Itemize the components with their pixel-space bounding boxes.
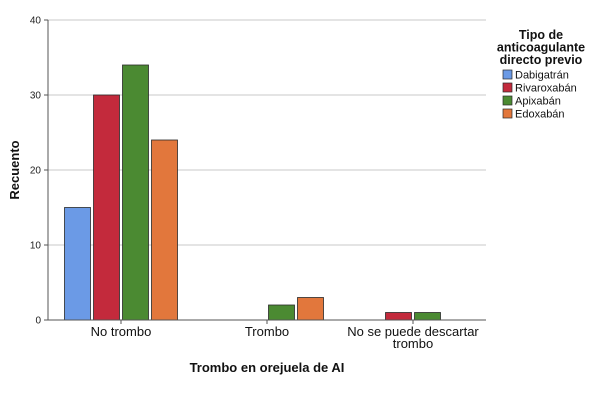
- bar: [64, 207, 91, 321]
- legend-swatch: [502, 82, 513, 93]
- y-tick-label: 40: [30, 16, 42, 27]
- legend-title-line-2: anticoagulante: [497, 41, 585, 55]
- legend-title-line-1: Tipo de: [519, 28, 563, 42]
- bar: [268, 304, 295, 321]
- x-category-label: No trombo: [91, 324, 152, 339]
- y-tick-label: 10: [30, 241, 42, 252]
- y-tick-label: 0: [35, 316, 41, 327]
- bars: [64, 64, 441, 321]
- legend-label: Rivaroxabán: [515, 83, 577, 95]
- bar: [93, 94, 120, 321]
- bar: [122, 64, 149, 321]
- legend-item: Edoxabán: [502, 108, 565, 121]
- legend-swatch: [502, 95, 513, 106]
- legend: Tipo de anticoagulante directo previo Da…: [497, 28, 585, 121]
- y-tick-labels: 0 10 20 30 40: [30, 16, 48, 327]
- bar: [297, 297, 324, 321]
- legend-item: Dabigatrán: [502, 69, 569, 82]
- legend-label: Dabigatrán: [515, 70, 569, 82]
- y-tick-label: 30: [30, 91, 42, 102]
- x-category-label: trombo: [393, 336, 433, 351]
- legend-title-line-3: directo previo: [500, 53, 583, 67]
- bar: [385, 312, 412, 321]
- bar: [414, 312, 441, 321]
- legend-label: Apixabán: [515, 96, 561, 108]
- x-category-label: No se puede descartar: [347, 324, 479, 339]
- x-category-labels: No trombo Trombo No se puede descartartrom…: [91, 320, 479, 351]
- x-category-label: Trombo: [245, 324, 289, 339]
- y-axis-title: Recuento: [7, 140, 22, 199]
- legend-label: Edoxabán: [515, 109, 565, 121]
- legend-item: Apixabán: [502, 95, 561, 108]
- legend-swatch: [502, 108, 513, 119]
- legend-swatch: [502, 69, 513, 80]
- x-axis-title: Trombo en orejuela de AI: [190, 360, 345, 375]
- y-tick-label: 20: [30, 166, 42, 177]
- bar: [151, 139, 178, 321]
- legend-item: Rivaroxabán: [502, 82, 577, 95]
